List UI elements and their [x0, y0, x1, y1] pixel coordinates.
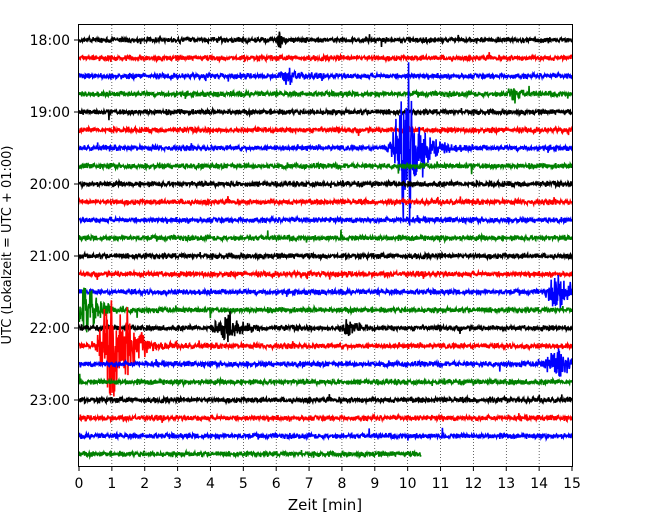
- x-tick-label: 1: [107, 476, 116, 492]
- y-tick-label: 20:00: [30, 177, 70, 193]
- y-tick-label: 21:00: [30, 249, 70, 265]
- x-axis-label: Zeit [min]: [288, 496, 362, 514]
- x-tick-label: 2: [140, 476, 149, 492]
- trace-20: [78, 393, 573, 406]
- trace-1: [78, 52, 573, 64]
- x-tick-label: 11: [432, 476, 450, 492]
- x-tick-label: 10: [399, 476, 417, 492]
- x-tick-label: 15: [563, 476, 581, 492]
- x-tick-label: 14: [530, 476, 548, 492]
- trace-3: [78, 85, 573, 104]
- trace-8: [78, 178, 573, 191]
- trace-13: [78, 268, 573, 281]
- trace-15: [78, 287, 573, 333]
- trace-22: [78, 427, 573, 443]
- x-tick-label: 0: [75, 476, 84, 492]
- y-tick-label: 22:00: [30, 321, 70, 337]
- x-tick-label: 5: [239, 476, 248, 492]
- x-tick-label: 9: [370, 476, 379, 492]
- y-tick-label: 23:00: [30, 393, 70, 409]
- trace-23: [78, 448, 422, 460]
- trace-19: [78, 373, 573, 389]
- trace-14: [78, 274, 573, 309]
- trace-2: [78, 67, 573, 85]
- trace-18: [78, 348, 573, 377]
- x-tick-label: 8: [337, 476, 346, 492]
- trace-17: [78, 300, 573, 397]
- trace-4: [78, 105, 573, 121]
- trace-12: [78, 250, 573, 262]
- plot-frame: [78, 24, 573, 467]
- trace-5: [78, 124, 573, 137]
- trace-9: [78, 195, 573, 208]
- seismic-traces: [78, 31, 573, 460]
- y-axis-ticks: 18:00 19:00 20:00 21:00 22:00 23:00: [30, 33, 79, 409]
- trace-7: [78, 160, 573, 175]
- y-tick-label: 18:00: [30, 33, 70, 49]
- trace-16: [78, 311, 573, 343]
- trace-21: [78, 412, 573, 424]
- trace-0: [78, 31, 573, 49]
- y-tick-label: 19:00: [30, 105, 70, 121]
- x-tick-label: 13: [497, 476, 515, 492]
- x-tick-label: 6: [272, 476, 281, 492]
- x-tick-label: 3: [173, 476, 182, 492]
- x-axis-ticks: 0 1 2 3 4 5 6 7 8 9 10 11 12 13 14 15: [75, 466, 581, 492]
- y-axis-label: UTC (Lokalzeit = UTC + 01:00): [0, 146, 15, 345]
- x-tick-label: 7: [305, 476, 314, 492]
- x-tick-label: 4: [206, 476, 215, 492]
- trace-10: [78, 214, 573, 226]
- trace-11: [78, 229, 573, 245]
- x-tick-label: 12: [464, 476, 482, 492]
- trace-6: [78, 62, 573, 226]
